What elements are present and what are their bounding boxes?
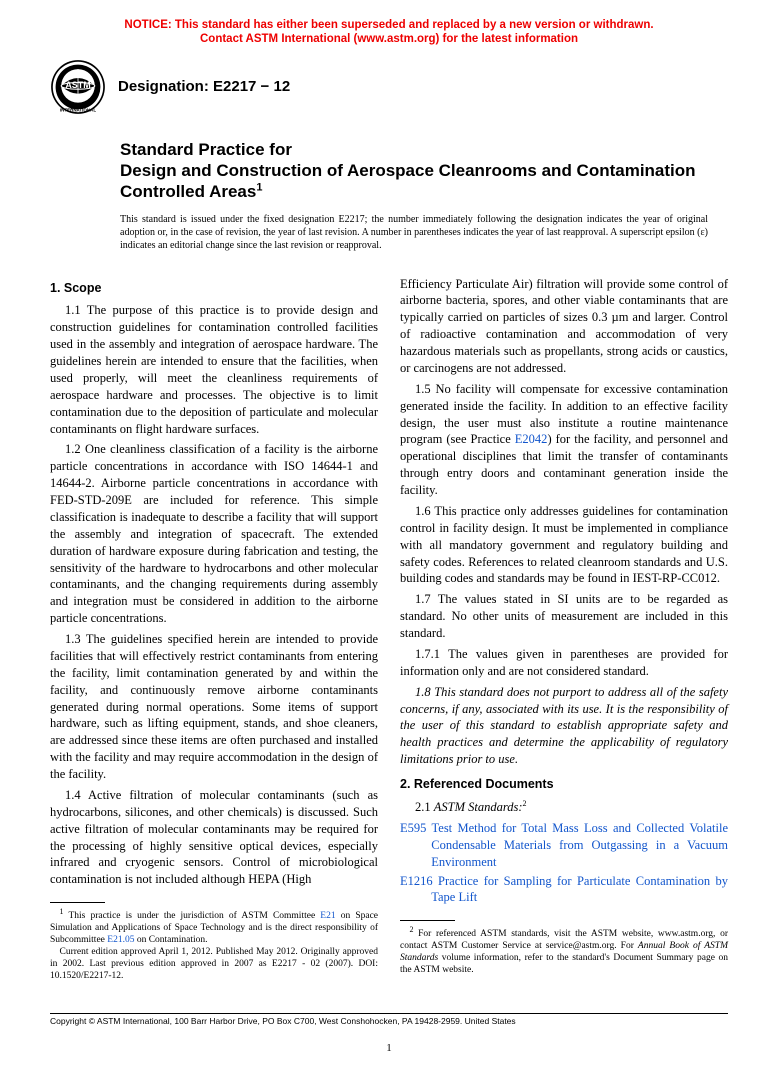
link-e1216[interactable]: E1216: [400, 874, 433, 888]
title-block: Standard Practice for Design and Constru…: [120, 139, 708, 203]
para-1-7: 1.7 The values stated in SI units are to…: [400, 591, 728, 642]
footnote-1: 1 This practice is under the jurisdictio…: [50, 907, 378, 947]
section-2-head: 2. Referenced Documents: [400, 776, 728, 793]
link-e2042[interactable]: E2042: [515, 432, 548, 446]
ref-e595: E595 Test Method for Total Mass Loss and…: [431, 820, 728, 871]
para-2-1: 2.1 ASTM Standards:2: [400, 799, 728, 816]
title-prefix: Standard Practice for: [120, 140, 292, 159]
footnote-2: 2 For referenced ASTM standards, visit t…: [400, 925, 728, 977]
footnote-1-edition: Current edition approved April 1, 2012. …: [50, 947, 378, 983]
para-1-7-1: 1.7.1 The values given in parentheses ar…: [400, 646, 728, 680]
para-1-5: 1.5 No facility will compensate for exce…: [400, 381, 728, 499]
para-1-4b: Efficiency Particulate Air) filtration w…: [400, 276, 728, 377]
para-1-3: 1.3 The guidelines specified herein are …: [50, 631, 378, 783]
notice-line-1: NOTICE: This standard has either been su…: [124, 19, 653, 31]
para-1-4a: 1.4 Active filtration of molecular conta…: [50, 787, 378, 888]
para-1-6: 1.6 This practice only addresses guideli…: [400, 503, 728, 587]
designation: Designation: E2217 − 12: [118, 77, 290, 97]
issuance-note: This standard is issued under the fixed …: [120, 213, 708, 252]
standard-title: Standard Practice for Design and Constru…: [120, 139, 708, 203]
copyright: Copyright © ASTM International, 100 Barr…: [50, 1016, 728, 1027]
ref-e1216: E1216 Practice for Sampling for Particul…: [431, 873, 728, 907]
svg-text:ASTM: ASTM: [65, 80, 90, 90]
title-footnote-marker: 1: [256, 182, 262, 194]
para-1-1: 1.1 The purpose of this practice is to p…: [50, 302, 378, 437]
link-subcommittee-e2105[interactable]: E21.05: [107, 935, 134, 945]
title-main: Design and Construction of Aerospace Cle…: [120, 161, 696, 201]
page-number: 1: [50, 1041, 728, 1056]
notice-line-2: Contact ASTM International (www.astm.org…: [200, 33, 578, 45]
section-1-head: 1. Scope: [50, 280, 378, 297]
supersession-notice: NOTICE: This standard has either been su…: [50, 18, 728, 47]
astm-logo: ASTM INTERNATIONAL: [50, 59, 106, 115]
footnote-separator-1: [50, 902, 105, 903]
header: ASTM INTERNATIONAL Designation: E2217 − …: [50, 59, 728, 115]
footnote-separator-2: [400, 920, 455, 921]
copyright-rule: [50, 1013, 728, 1014]
svg-text:INTERNATIONAL: INTERNATIONAL: [60, 107, 96, 112]
para-1-8: 1.8 This standard does not purport to ad…: [400, 684, 728, 768]
link-committee-e21[interactable]: E21: [320, 911, 335, 921]
para-1-2: 1.2 One cleanliness classification of a …: [50, 441, 378, 627]
body-columns: 1. Scope 1.1 The purpose of this practic…: [50, 276, 728, 983]
link-e595[interactable]: E595: [400, 821, 426, 835]
